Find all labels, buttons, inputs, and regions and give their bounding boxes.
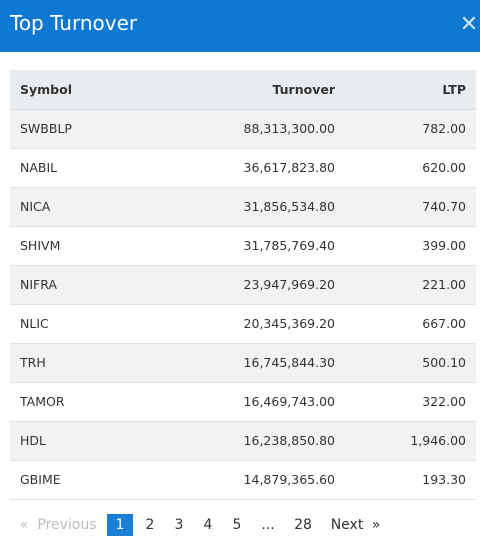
modal-header: Top Turnover ✕ (0, 0, 480, 52)
symbol-cell: NICA (10, 187, 186, 227)
previous-arrow-icon: « (19, 517, 29, 533)
ltp-cell: 782.00 (335, 109, 476, 149)
column-header-turnover[interactable]: Turnover (186, 70, 335, 110)
ltp-cell: 193.30 (335, 460, 476, 500)
page-ellipsis: ... (261, 517, 275, 533)
table-row: SWBBLP 88,313,300.00 782.00 (10, 109, 476, 149)
page-button-28[interactable]: 28 (294, 517, 312, 533)
table-row: HDL 16,238,850.80 1,946.00 (10, 421, 476, 461)
page-button-2[interactable]: 2 (145, 517, 155, 533)
table-row: NIFRA 23,947,969.20 221.00 (10, 265, 476, 305)
symbol-cell: TAMOR (10, 382, 186, 422)
turnover-cell: 14,879,365.60 (186, 460, 335, 500)
column-header-ltp[interactable]: LTP (335, 70, 476, 110)
turnover-cell: 16,469,743.00 (186, 382, 335, 422)
page-button-5[interactable]: 5 (232, 517, 242, 533)
ltp-cell: 667.00 (335, 304, 476, 344)
symbol-cell: TRH (10, 343, 186, 383)
close-icon[interactable]: ✕ (459, 12, 479, 37)
next-arrow-icon[interactable]: » (371, 517, 381, 533)
ltp-cell: 740.70 (335, 187, 476, 227)
symbol-cell: NLIC (10, 304, 186, 344)
turnover-table: Symbol Turnover LTP SWBBLP 88,313,300.00… (10, 70, 476, 500)
turnover-cell: 23,947,969.20 (186, 265, 335, 305)
turnover-cell: 31,785,769.40 (186, 226, 335, 266)
turnover-cell: 20,345,369.20 (186, 304, 335, 344)
symbol-cell: NABIL (10, 148, 186, 188)
page-button-3[interactable]: 3 (174, 517, 184, 533)
ltp-cell: 322.00 (335, 382, 476, 422)
ltp-cell: 399.00 (335, 226, 476, 266)
symbol-cell: NIFRA (10, 265, 186, 305)
ltp-cell: 500.10 (335, 343, 476, 383)
ltp-cell: 1,946.00 (335, 421, 476, 461)
table-row: TRH 16,745,844.30 500.10 (10, 343, 476, 383)
symbol-cell: GBIME (10, 460, 186, 500)
turnover-cell: 16,745,844.30 (186, 343, 335, 383)
table-row: SHIVM 31,785,769.40 399.00 (10, 226, 476, 266)
modal-title: Top Turnover (10, 11, 138, 35)
ltp-cell: 620.00 (335, 148, 476, 188)
page-button-1[interactable]: 1 (107, 514, 133, 536)
turnover-cell: 31,856,534.80 (186, 187, 335, 227)
turnover-cell: 16,238,850.80 (186, 421, 335, 461)
table-header-row: Symbol Turnover LTP (10, 70, 476, 110)
symbol-cell: SWBBLP (10, 109, 186, 149)
previous-button: Previous (37, 517, 97, 533)
ltp-cell: 221.00 (335, 265, 476, 305)
table-row: NLIC 20,345,369.20 667.00 (10, 304, 476, 344)
table-row: TAMOR 16,469,743.00 322.00 (10, 382, 476, 422)
pagination: « Previous 1 2 3 4 5 ... 28 Next » (0, 514, 480, 536)
symbol-cell: SHIVM (10, 226, 186, 266)
table-row: NICA 31,856,534.80 740.70 (10, 187, 476, 227)
page-button-4[interactable]: 4 (203, 517, 213, 533)
turnover-cell: 88,313,300.00 (186, 109, 335, 149)
column-header-symbol[interactable]: Symbol (10, 70, 186, 110)
symbol-cell: HDL (10, 421, 186, 461)
turnover-cell: 36,617,823.80 (186, 148, 335, 188)
table-row: NABIL 36,617,823.80 620.00 (10, 148, 476, 188)
next-button[interactable]: Next (330, 517, 364, 533)
table-row: GBIME 14,879,365.60 193.30 (10, 460, 476, 500)
